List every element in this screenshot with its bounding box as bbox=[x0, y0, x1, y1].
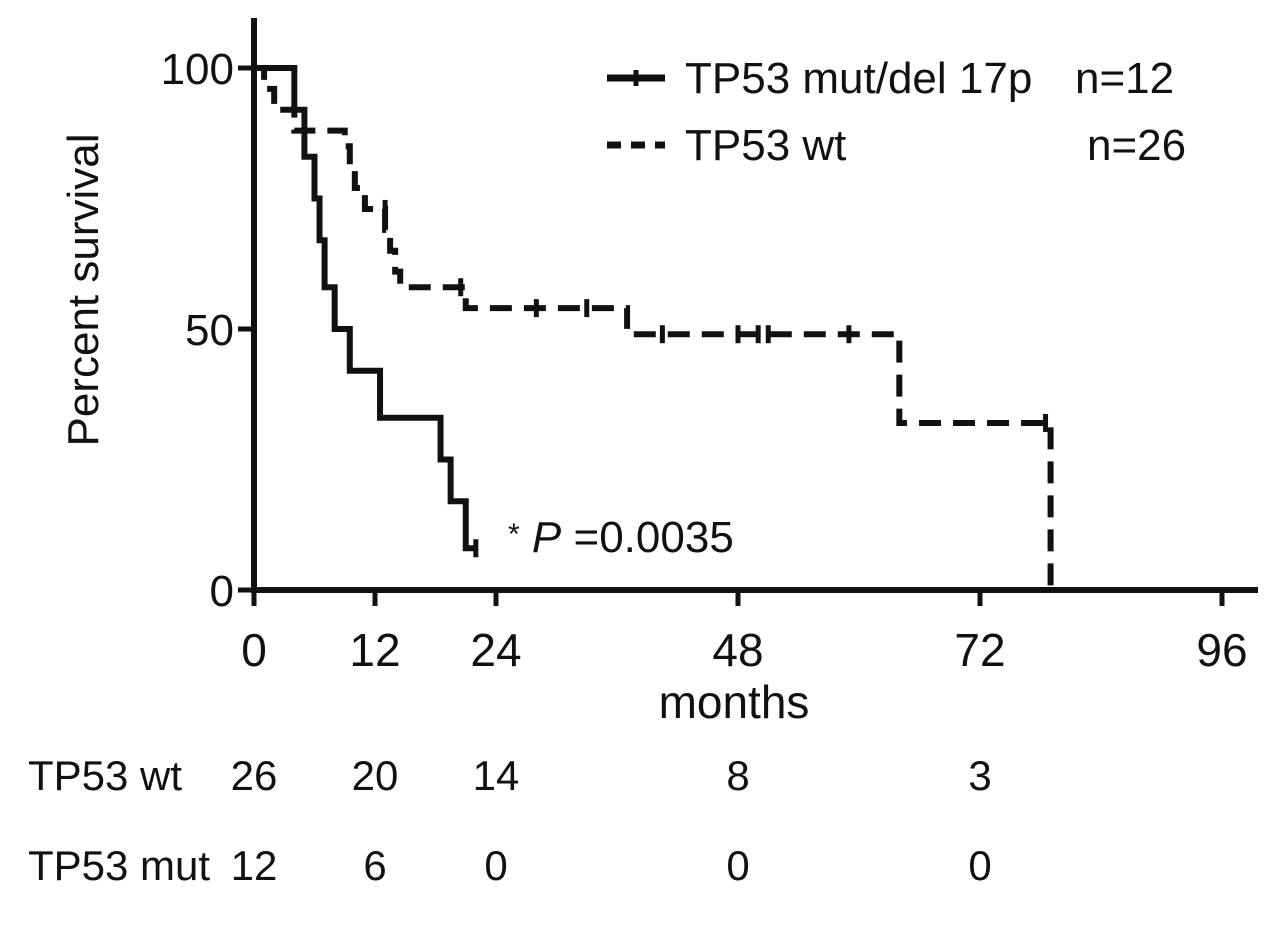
risk-table: TP53 wt TP53 mut 26 20 14 8 3 12 6 0 0 0 bbox=[28, 752, 992, 889]
p-value-letter: P bbox=[532, 513, 562, 562]
series-line-tp53-mut bbox=[254, 65, 476, 552]
legend: TP53 mut/del 17p n=12 TP53 wt n=26 bbox=[607, 54, 1186, 170]
legend-n-wt: n=26 bbox=[1087, 121, 1186, 170]
survival-curves bbox=[254, 65, 1054, 590]
p-value-annotation: * P =0.0035 bbox=[508, 505, 734, 562]
risk-table-cell: 0 bbox=[726, 842, 749, 889]
y-tick-label: 50 bbox=[185, 306, 234, 355]
svg-text:* P =0.0035: * P =0.0035 bbox=[508, 505, 734, 562]
y-axis-label: Percent survival bbox=[59, 133, 108, 446]
risk-table-cell: 3 bbox=[968, 752, 991, 799]
x-tick-label: 72 bbox=[954, 624, 1005, 676]
legend-label-mut: TP53 mut/del 17p bbox=[685, 54, 1032, 103]
chart-labels: Percent survival months * P =0.0035 bbox=[59, 133, 809, 728]
x-tick-label: 24 bbox=[470, 624, 521, 676]
risk-table-cell: 26 bbox=[231, 752, 278, 799]
legend-n-mut: n=12 bbox=[1075, 54, 1174, 103]
x-tick-label: 12 bbox=[349, 624, 400, 676]
risk-row-label-wt: TP53 wt bbox=[28, 752, 182, 799]
x-axis-label: months bbox=[659, 676, 810, 728]
risk-table-cell: 0 bbox=[968, 842, 991, 889]
y-tick-label: 0 bbox=[210, 567, 234, 616]
risk-table-cell: 8 bbox=[726, 752, 749, 799]
risk-table-cell: 12 bbox=[231, 842, 278, 889]
p-value-number: =0.0035 bbox=[574, 513, 734, 562]
x-tick-label: 0 bbox=[241, 624, 267, 676]
risk-table-cell: 6 bbox=[363, 842, 386, 889]
legend-label-wt: TP53 wt bbox=[685, 121, 846, 170]
p-value-star: * bbox=[508, 518, 520, 551]
y-tick-label: 100 bbox=[161, 45, 234, 94]
axes: 0 12 24 48 72 96 0 50 100 bbox=[161, 18, 1258, 676]
risk-table-cell: 0 bbox=[484, 842, 507, 889]
risk-table-cell: 14 bbox=[473, 752, 520, 799]
series-line-tp53-wt bbox=[254, 65, 1054, 590]
risk-table-cell: 20 bbox=[352, 752, 399, 799]
risk-row-label-mut: TP53 mut bbox=[28, 842, 210, 889]
x-tick-label: 96 bbox=[1196, 624, 1247, 676]
x-tick-label: 48 bbox=[712, 624, 763, 676]
